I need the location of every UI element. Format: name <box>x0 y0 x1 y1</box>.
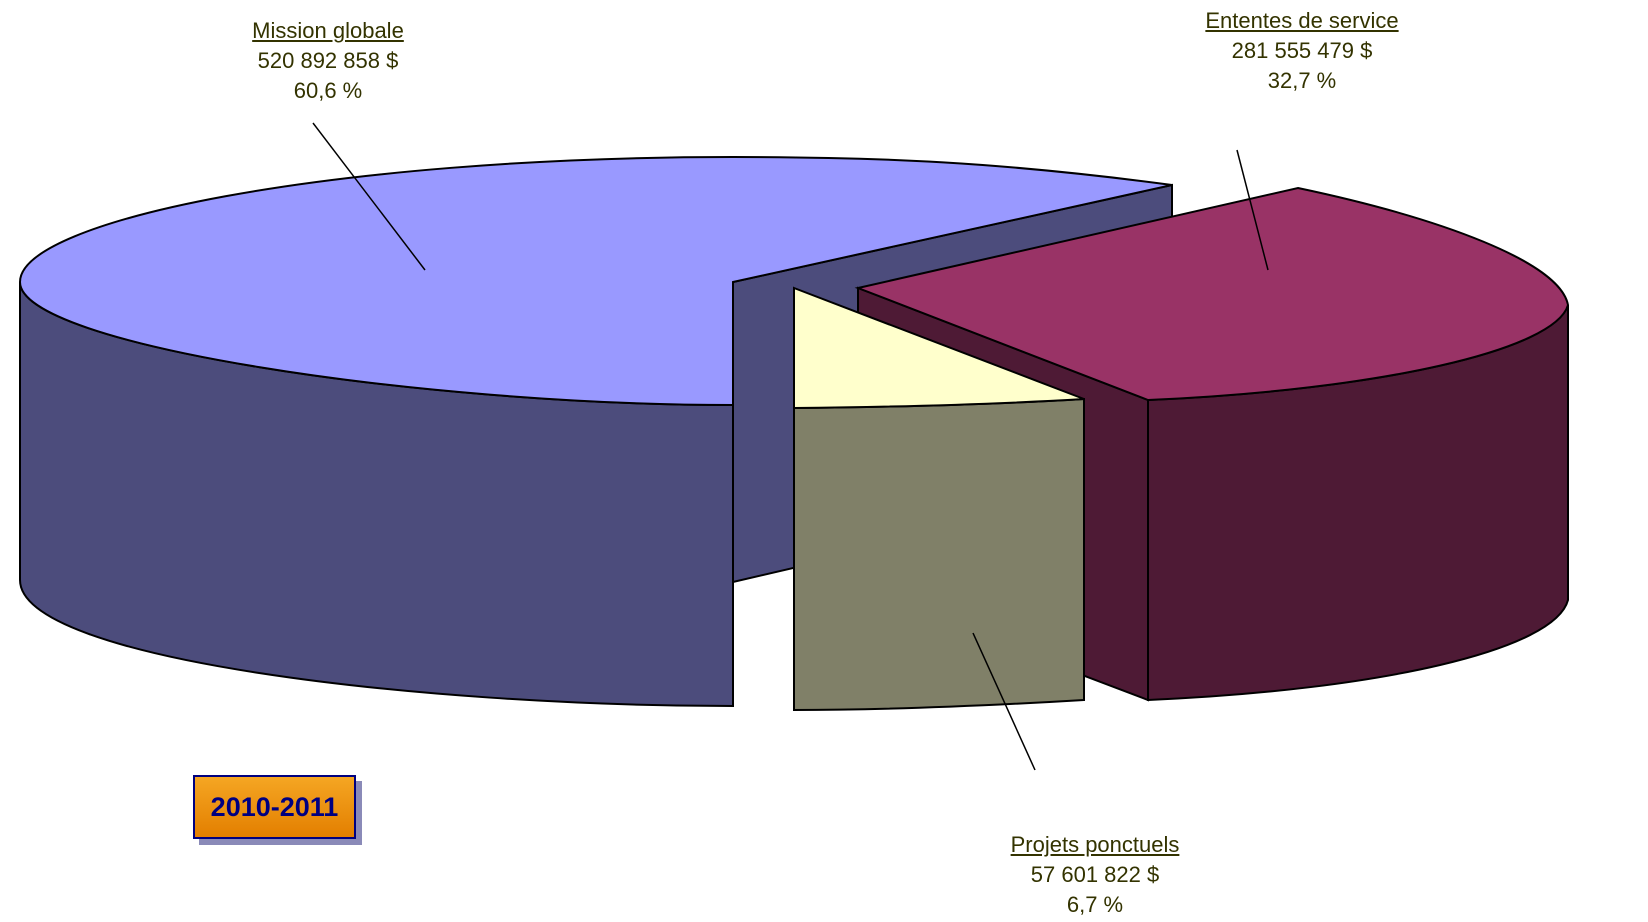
leader-line-mission <box>312 122 426 271</box>
label-name: Mission globale <box>252 18 404 43</box>
label-value: 57 601 822 $ <box>1030 862 1160 887</box>
label-name: Ententes de service <box>1205 8 1399 33</box>
ententes-top-face <box>854 186 1570 402</box>
label-percent: 6,7 % <box>1066 892 1124 917</box>
leader-line-ententes <box>1236 149 1269 271</box>
data-label-mission-globale: Mission globale 520 892 858 $ 60,6 % <box>198 16 458 106</box>
label-value: 281 555 479 $ <box>1231 38 1373 63</box>
label-percent: 32,7 % <box>1267 68 1337 93</box>
label-name: Projets ponctuels <box>1010 832 1180 857</box>
pie-slice-projets-ponctuels[interactable] <box>793 286 1085 712</box>
label-value: 520 892 858 $ <box>257 48 399 73</box>
projets-top-face <box>793 286 1085 410</box>
data-label-projets-ponctuels: Projets ponctuels 57 601 822 $ 6,7 % <box>955 830 1235 920</box>
leader-line-projets <box>972 632 1036 771</box>
projets-outer-wall <box>793 397 1085 712</box>
leader-lines <box>312 122 1269 771</box>
label-percent: 60,6 % <box>293 78 363 103</box>
mission-top-face <box>18 155 1173 407</box>
year-badge: 2010-2011 <box>193 775 356 839</box>
data-label-ententes-de-service: Ententes de service 281 555 479 $ 32,7 % <box>1162 6 1442 96</box>
